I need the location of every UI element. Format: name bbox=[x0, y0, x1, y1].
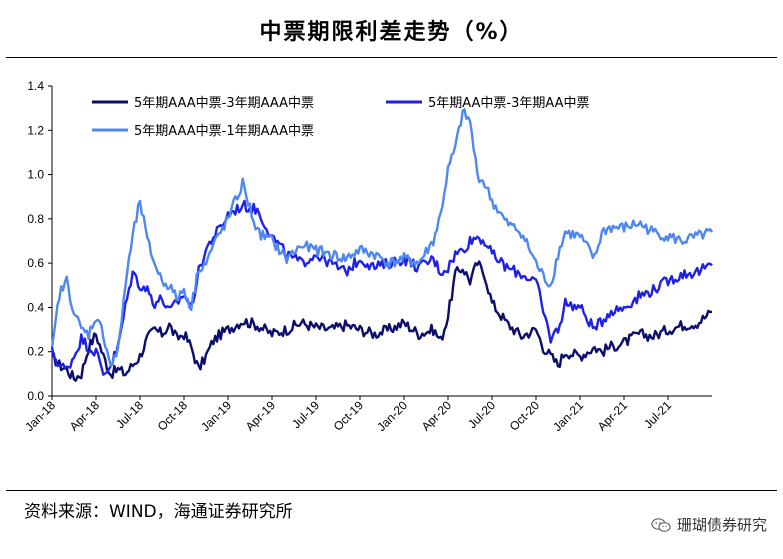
y-tick-label: 1.2 bbox=[27, 123, 44, 137]
source-note: 资料来源：WIND，海通证券研究所 bbox=[24, 502, 293, 522]
x-tick-label: Apr-20 bbox=[419, 398, 455, 434]
line-chart: 0.0 0.2 0.4 0.6 0.8 1.0 1.2 1.4 Jan-18 Apr-18 Jul-… bbox=[22, 79, 714, 434]
y-tick-label: 0.6 bbox=[27, 256, 44, 270]
x-tick-label: Oct-20 bbox=[507, 398, 543, 434]
brand-name: 珊瑚债券研究 bbox=[676, 516, 767, 534]
x-tick-label: Jan-18 bbox=[22, 398, 58, 434]
series-line-2 bbox=[50, 199, 713, 376]
y-tick-label: 0.8 bbox=[27, 212, 44, 226]
x-tick-label: Jul-19 bbox=[289, 398, 322, 431]
x-tick-label: Jul-21 bbox=[641, 398, 674, 431]
chart-title: 中票期限利差走势（%） bbox=[259, 20, 524, 45]
title-divider bbox=[6, 57, 777, 58]
x-tick-label: Apr-19 bbox=[243, 398, 279, 434]
y-tick-label: 0.4 bbox=[27, 300, 44, 314]
brand-label: 珊瑚债券研究 bbox=[651, 514, 767, 535]
x-tick-label: Oct-18 bbox=[155, 398, 191, 434]
legend-label-2: 5年期AA中票-3年期AA中票 bbox=[428, 96, 590, 111]
x-tick-label: Apr-18 bbox=[67, 398, 103, 434]
y-tick-label: 1.0 bbox=[27, 168, 44, 182]
x-tick-label: Oct-19 bbox=[331, 398, 367, 434]
series-line-1 bbox=[51, 260, 712, 382]
x-tick-label: Jan-21 bbox=[550, 398, 586, 434]
x-tick-label: Jan-19 bbox=[198, 398, 234, 434]
x-tick-label: Jan-20 bbox=[374, 398, 410, 434]
series-line-3 bbox=[50, 108, 714, 367]
wechat-icon bbox=[651, 517, 671, 532]
chart-axes: 0.0 0.2 0.4 0.6 0.8 1.0 1.2 1.4 Jan-18 Apr-18 Jul-… bbox=[22, 79, 712, 434]
x-tick-label: Jul-18 bbox=[113, 398, 146, 431]
y-tick-label: 1.4 bbox=[27, 79, 44, 93]
y-tick-label: 0.2 bbox=[27, 345, 44, 359]
chart-legend: 5年期AAA中票-3年期AAA中票 5年期AA中票-3年期AA中票 5年期AAA中票… bbox=[92, 96, 590, 139]
legend-label-3: 5年期AAA中票-1年期AAA中票 bbox=[134, 124, 314, 139]
series-layer bbox=[50, 108, 714, 382]
x-tick-label: Jul-20 bbox=[465, 398, 498, 431]
source-divider bbox=[6, 490, 777, 491]
legend-label-1: 5年期AAA中票-3年期AAA中票 bbox=[134, 96, 314, 111]
y-tick-label: 0.0 bbox=[27, 389, 44, 403]
x-tick-label: Apr-21 bbox=[595, 398, 631, 434]
